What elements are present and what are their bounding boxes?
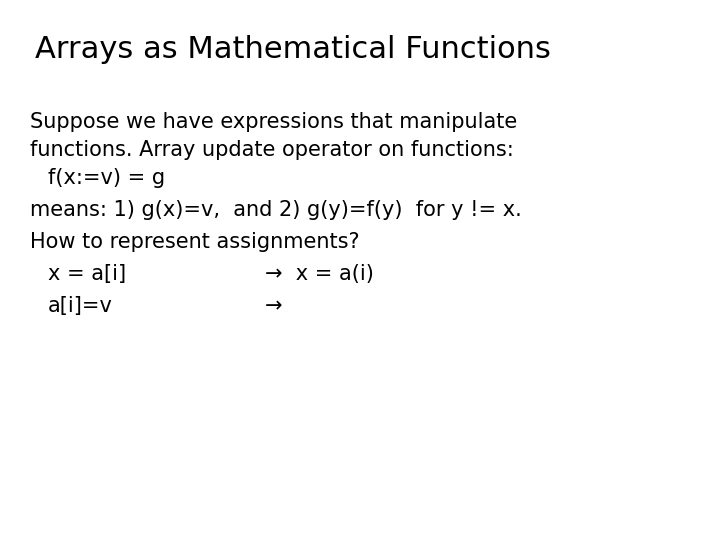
Text: Suppose we have expressions that manipulate: Suppose we have expressions that manipul…	[30, 112, 517, 132]
Text: →: →	[265, 296, 282, 316]
Text: →  x = a(i): → x = a(i)	[265, 264, 374, 284]
Text: functions. Array update operator on functions:: functions. Array update operator on func…	[30, 140, 514, 160]
Text: Arrays as Mathematical Functions: Arrays as Mathematical Functions	[35, 35, 551, 64]
Text: f(x:=v) = g: f(x:=v) = g	[48, 168, 165, 188]
Text: x = a[i]: x = a[i]	[48, 264, 126, 284]
Text: means: 1) g(x)=v,  and 2) g(y)=f(y)  for y != x.: means: 1) g(x)=v, and 2) g(y)=f(y) for y…	[30, 200, 522, 220]
Text: How to represent assignments?: How to represent assignments?	[30, 232, 359, 252]
Text: a[i]=v: a[i]=v	[48, 296, 113, 316]
